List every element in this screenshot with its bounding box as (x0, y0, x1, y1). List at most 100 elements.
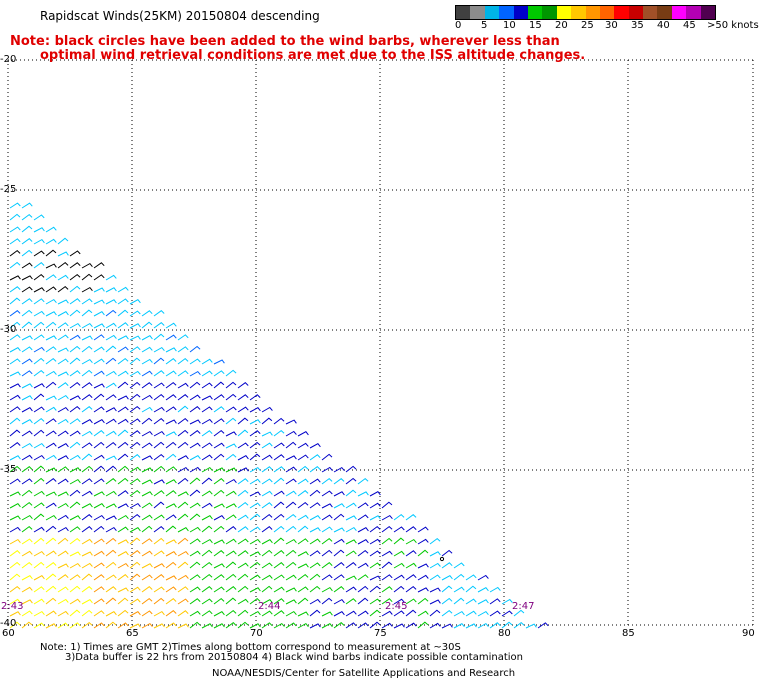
wind-barb (177, 417, 189, 425)
wind-barb (33, 334, 45, 341)
wind-barb (357, 539, 369, 545)
wind-barb (105, 586, 117, 593)
wind-barb (93, 358, 105, 365)
wind-barb (33, 513, 45, 521)
wind-barb (117, 418, 129, 425)
wind-barb (45, 491, 57, 497)
wind-barb (165, 539, 177, 545)
wind-barb (213, 478, 225, 485)
wind-barb (417, 526, 429, 533)
wind-barb (105, 394, 117, 401)
wind-barb (45, 525, 57, 533)
wind-barb (537, 622, 549, 629)
wind-barb (201, 430, 213, 437)
wind-barb (129, 586, 141, 593)
wind-barb (57, 406, 69, 413)
wind-barb (297, 563, 309, 569)
wind-barb (105, 621, 117, 629)
wind-barb (93, 514, 105, 521)
wind-barb (225, 503, 237, 509)
wind-barb (81, 345, 93, 353)
wind-barb (9, 226, 21, 233)
lat-label: -40 (0, 618, 17, 629)
wind-barb (129, 550, 141, 557)
wind-barb (57, 261, 69, 269)
wind-barb (369, 502, 381, 509)
wind-barb (165, 575, 177, 581)
wind-barb (129, 502, 141, 509)
wind-barb (153, 597, 165, 605)
wind-barb (201, 515, 213, 521)
wind-barb (33, 273, 45, 281)
wind-barb (153, 310, 165, 317)
wind-barb (189, 419, 201, 425)
wind-barb (417, 574, 429, 581)
wind-barb (405, 598, 417, 605)
time-label: 2:44 (258, 601, 281, 612)
wind-barb (333, 598, 345, 605)
wind-barb (129, 527, 141, 533)
wind-barb (285, 610, 297, 617)
wind-barb (129, 310, 141, 317)
wind-barb (129, 430, 141, 437)
wind-barb (93, 406, 105, 413)
footer-note-line1: Note: 1) Times are GMT 2)Times along bot… (40, 642, 461, 653)
wind-barb (9, 598, 21, 605)
wind-barb (309, 515, 321, 521)
wind-barb (93, 299, 105, 305)
colorbar-label: 20 (555, 20, 568, 31)
wind-barb (153, 346, 165, 353)
wind-barb (117, 322, 129, 329)
wind-barb (81, 322, 93, 329)
wind-barb (249, 513, 261, 521)
wind-barb (453, 610, 465, 617)
wind-barb (273, 417, 285, 425)
wind-barb (165, 598, 177, 605)
wind-barb (225, 597, 237, 605)
wind-barb (273, 490, 285, 497)
wind-barb (285, 419, 297, 425)
wind-barb (381, 550, 393, 557)
wind-barb (489, 610, 501, 617)
wind-barb (93, 503, 105, 509)
wind-barb (381, 514, 393, 521)
wind-barb (249, 478, 261, 485)
wind-barb (321, 574, 333, 581)
wind-barb (393, 550, 405, 557)
wind-barb (213, 489, 225, 497)
wind-barb (93, 383, 105, 389)
wind-barb (465, 574, 477, 581)
wind-barb (189, 538, 201, 545)
wind-barb (21, 621, 33, 629)
colorbar-swatch (513, 6, 528, 19)
wind-barb (33, 490, 45, 497)
wind-barb (225, 467, 237, 473)
wind-barb (9, 358, 21, 365)
wind-barb (69, 262, 81, 269)
lon-label: 80 (498, 628, 511, 639)
wind-barb (81, 609, 93, 617)
wind-barb (249, 574, 261, 581)
wind-barb (153, 525, 165, 533)
wind-barb (69, 441, 81, 449)
wind-barb (57, 491, 69, 497)
wind-barb (117, 514, 129, 521)
wind-barb (333, 503, 345, 509)
wind-barb (249, 597, 261, 605)
wind-barb (93, 274, 105, 281)
footer-credit: NOAA/NESDIS/Center for Satellite Applica… (212, 668, 516, 679)
wind-barb (45, 562, 57, 569)
wind-barb (201, 370, 213, 377)
wind-barb (45, 573, 57, 581)
wind-barb (177, 477, 189, 485)
wind-barb (129, 623, 141, 629)
wind-barb (129, 489, 141, 497)
wind-barb (237, 598, 249, 605)
wind-barb (33, 227, 45, 233)
wind-barb (45, 249, 57, 257)
contamination-note-line1: Note: black circles have been added to t… (10, 34, 560, 49)
wind-barb (33, 262, 45, 269)
wind-barb (393, 537, 405, 545)
wind-barb (357, 610, 369, 617)
wind-barb (141, 622, 153, 629)
